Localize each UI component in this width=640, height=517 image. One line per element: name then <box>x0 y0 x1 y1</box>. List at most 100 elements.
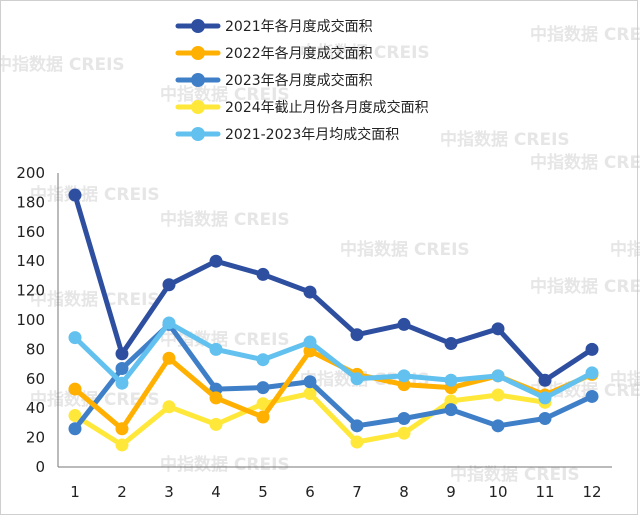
x-tick-label: 4 <box>211 483 221 501</box>
data-point <box>585 366 599 380</box>
watermark-17: 中指数据 CREIS <box>610 239 640 260</box>
data-point <box>350 435 364 449</box>
data-point <box>68 331 82 345</box>
data-point <box>585 342 599 356</box>
data-point <box>256 410 270 424</box>
x-tick-label: 8 <box>399 483 409 501</box>
y-tick-label: 20 <box>26 429 45 447</box>
x-tick-label: 7 <box>352 483 362 501</box>
watermark-15: 中指数据 CREIS <box>160 209 290 230</box>
legend-label: 2022年各月度成交面积 <box>225 45 373 62</box>
data-point <box>209 342 223 356</box>
data-point <box>397 426 411 440</box>
legend-item-1: 2022年各月度成交面积 <box>175 45 373 62</box>
data-point <box>256 267 270 281</box>
watermark-16: 中指数据 CREIS <box>450 464 580 485</box>
data-point <box>444 337 458 351</box>
series-layer <box>68 188 599 452</box>
x-tick-label: 5 <box>258 483 268 501</box>
data-point <box>115 347 129 361</box>
legend-swatch-marker <box>191 46 205 60</box>
data-point <box>350 419 364 433</box>
data-point <box>491 419 505 433</box>
data-point <box>115 362 129 376</box>
legend-swatch-marker <box>191 127 205 141</box>
x-tick-label: 6 <box>305 483 315 501</box>
data-point <box>303 387 317 400</box>
y-tick-label: 0 <box>35 458 45 476</box>
x-tick-label: 12 <box>582 483 601 501</box>
watermark-14: 中指数据 CREIS <box>160 454 290 475</box>
data-point <box>115 422 129 436</box>
y-tick-label: 140 <box>16 252 45 270</box>
legend-label: 2021-2023年月均成交面积 <box>225 126 399 143</box>
data-point <box>162 278 176 292</box>
watermark-18: 中指数据 CREIS <box>610 369 640 390</box>
data-point <box>162 400 176 414</box>
data-point <box>303 285 317 299</box>
x-tick-label: 9 <box>446 483 456 501</box>
x-tick-label: 10 <box>488 483 507 501</box>
watermark-2: 中指数据 CREIS <box>160 84 290 105</box>
y-tick-label: 60 <box>26 370 45 388</box>
legend-item-0: 2021年各月度成交面积 <box>175 18 373 35</box>
y-tick-label: 100 <box>16 311 45 329</box>
legend-label: 2024年截止月份各月度成交面积 <box>225 99 429 116</box>
watermark-10: 中指数据 CREIS <box>530 276 640 297</box>
data-point <box>256 381 270 395</box>
data-point <box>256 353 270 367</box>
watermark-5: 中指数据 CREIS <box>300 42 430 63</box>
data-point <box>397 317 411 331</box>
x-tick-label: 1 <box>70 483 80 501</box>
data-point <box>538 391 552 405</box>
watermark-9: 中指数据 CREIS <box>530 152 640 173</box>
y-tick-label: 160 <box>16 223 45 241</box>
data-point <box>162 316 176 330</box>
data-point <box>350 372 364 386</box>
watermark-7: 中指数据 CREIS <box>440 129 570 150</box>
series-line-4 <box>72 320 595 401</box>
data-point <box>303 375 317 389</box>
data-point <box>68 382 82 396</box>
watermark-4: 中指数据 CREIS <box>30 289 160 310</box>
data-point <box>115 438 129 452</box>
data-point <box>256 397 270 411</box>
data-point <box>491 388 505 402</box>
legend-swatch-marker <box>191 73 205 87</box>
data-point <box>209 417 223 431</box>
legend-label: 2021年各月度成交面积 <box>225 18 373 35</box>
watermark-6: 中指数据 CREIS <box>340 239 470 260</box>
data-point <box>209 254 223 268</box>
data-point <box>538 411 552 425</box>
data-point <box>68 188 82 202</box>
watermark-11: 中指数据 CREIS <box>530 380 640 401</box>
data-point <box>68 409 82 423</box>
data-point <box>350 328 364 342</box>
x-tick-label: 3 <box>164 483 174 501</box>
data-point <box>209 391 223 405</box>
x-tick-label: 11 <box>535 483 554 501</box>
y-tick-label: 40 <box>26 399 45 417</box>
data-point <box>303 335 317 349</box>
legend-item-3: 2024年截止月份各月度成交面积 <box>175 99 429 116</box>
data-point <box>491 322 505 336</box>
y-tick-label: 200 <box>16 164 45 182</box>
data-point <box>162 351 176 365</box>
data-point <box>538 373 552 387</box>
data-point <box>585 389 599 403</box>
data-point <box>115 376 129 390</box>
legend: 2021年各月度成交面积 2022年各月度成交面积 2023年各月度成交面积 2024… <box>175 18 429 143</box>
y-tick-label: 120 <box>16 282 45 300</box>
data-point <box>491 369 505 383</box>
legend-swatch-marker <box>191 100 205 114</box>
x-tick-label: 2 <box>117 483 127 501</box>
data-point <box>397 411 411 425</box>
data-point <box>397 369 411 383</box>
watermark-8: 中指数据 CREIS <box>530 24 640 45</box>
legend-label: 2023年各月度成交面积 <box>225 72 373 89</box>
y-tick-label: 80 <box>26 340 45 358</box>
data-point <box>444 403 458 417</box>
